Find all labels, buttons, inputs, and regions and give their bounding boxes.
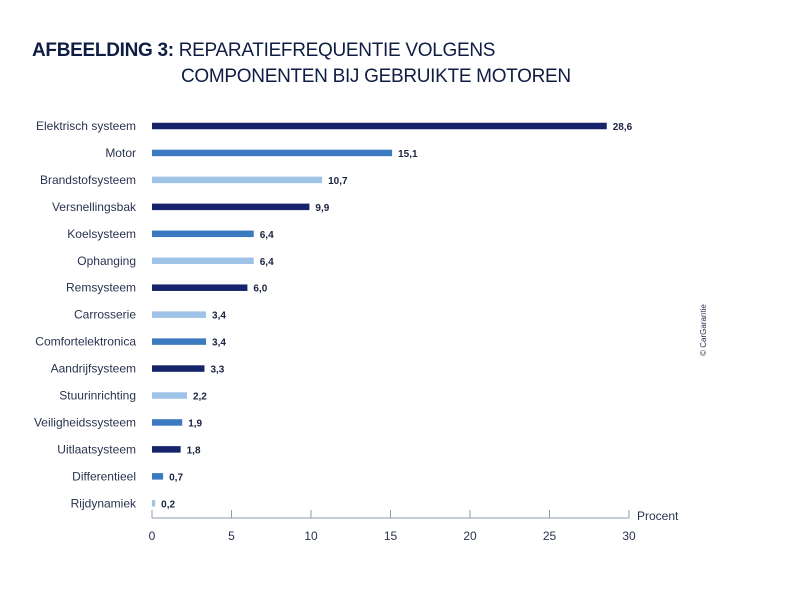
category-label: Elektrisch systeem bbox=[36, 119, 136, 133]
category-label: Versnellingsbak bbox=[52, 200, 137, 214]
chart-title-text-2: COMPONENTEN BIJ GEBRUIKTE MOTOREN bbox=[181, 66, 571, 87]
chart-title-text-1: REPARATIEFREQUENTIE VOLGENS bbox=[178, 40, 496, 61]
data-label: 6,4 bbox=[260, 230, 274, 241]
chart-title-prefix: AFBEELDING 3: bbox=[32, 40, 174, 61]
x-tick-label: 30 bbox=[622, 529, 636, 543]
data-label: 0,7 bbox=[169, 472, 183, 483]
data-label: 28,6 bbox=[613, 122, 633, 133]
category-label: Rijdynamiek bbox=[71, 496, 137, 510]
bar bbox=[152, 230, 254, 238]
bar bbox=[152, 149, 393, 157]
category-label: Uitlaatsysteem bbox=[57, 442, 136, 456]
category-label: Stuurinrichting bbox=[59, 389, 136, 403]
bar bbox=[152, 311, 207, 318]
x-tick-label: 0 bbox=[149, 529, 156, 543]
data-label: 2,2 bbox=[193, 392, 207, 403]
bar bbox=[152, 176, 323, 184]
category-label: Brandstofsysteem bbox=[40, 173, 136, 187]
x-tick-label: 5 bbox=[228, 529, 235, 543]
data-label: 15,1 bbox=[398, 149, 418, 160]
data-label: 3,4 bbox=[212, 338, 226, 349]
category-label: Aandrijfsysteem bbox=[51, 362, 136, 376]
chart-title: AFBEELDING 3: REPARATIEFREQUENTIE VOLGEN… bbox=[32, 38, 732, 90]
category-label: Veiligheidssysteem bbox=[34, 415, 136, 429]
data-label: 1,9 bbox=[188, 418, 202, 429]
bars-group bbox=[152, 122, 607, 507]
bar bbox=[152, 122, 607, 130]
bar bbox=[152, 446, 181, 453]
bar bbox=[152, 338, 207, 345]
bar bbox=[152, 203, 310, 211]
data-label: 3,3 bbox=[210, 365, 224, 376]
bar bbox=[152, 365, 205, 372]
value-labels-group: 28,6 15,1 10,7 9,9 6,4 6,4 6,0 3,4 3,4 3,3 2,2 1,9 1… bbox=[161, 122, 632, 510]
x-tick-label: 20 bbox=[463, 529, 477, 543]
category-label: Motor bbox=[105, 146, 136, 160]
x-tick-label: 25 bbox=[543, 529, 557, 543]
chart-title-line-1: AFBEELDING 3: REPARATIEFREQUENTIE VOLGEN… bbox=[32, 38, 732, 64]
category-label: Comfortelektronica bbox=[35, 335, 136, 349]
category-label: Koelsysteem bbox=[67, 227, 136, 241]
category-label: Carrosserie bbox=[74, 308, 136, 322]
data-label: 1,8 bbox=[187, 445, 201, 456]
x-tick-label: 10 bbox=[304, 529, 318, 543]
copyright-credit: © CarGarantie bbox=[699, 304, 708, 356]
bar bbox=[152, 419, 183, 426]
bar bbox=[152, 284, 248, 291]
data-label: 10,7 bbox=[328, 176, 348, 187]
x-axis-unit-label: Procent bbox=[637, 509, 679, 523]
bar bbox=[152, 257, 254, 264]
data-label: 9,9 bbox=[315, 203, 329, 214]
data-label: 6,0 bbox=[253, 284, 267, 295]
data-label: 0,2 bbox=[161, 499, 175, 510]
category-label: Differentieel bbox=[72, 469, 136, 483]
bar bbox=[152, 473, 164, 480]
bar bbox=[152, 500, 156, 507]
category-labels-group: Elektrisch systeem Motor Brandstofsysteem V… bbox=[34, 119, 137, 510]
data-label: 6,4 bbox=[260, 257, 274, 268]
bar bbox=[152, 392, 187, 399]
category-label: Ophanging bbox=[77, 254, 136, 268]
x-tick-label: 15 bbox=[384, 529, 398, 543]
category-label: Remsysteem bbox=[66, 281, 136, 295]
data-label: 3,4 bbox=[212, 311, 226, 322]
